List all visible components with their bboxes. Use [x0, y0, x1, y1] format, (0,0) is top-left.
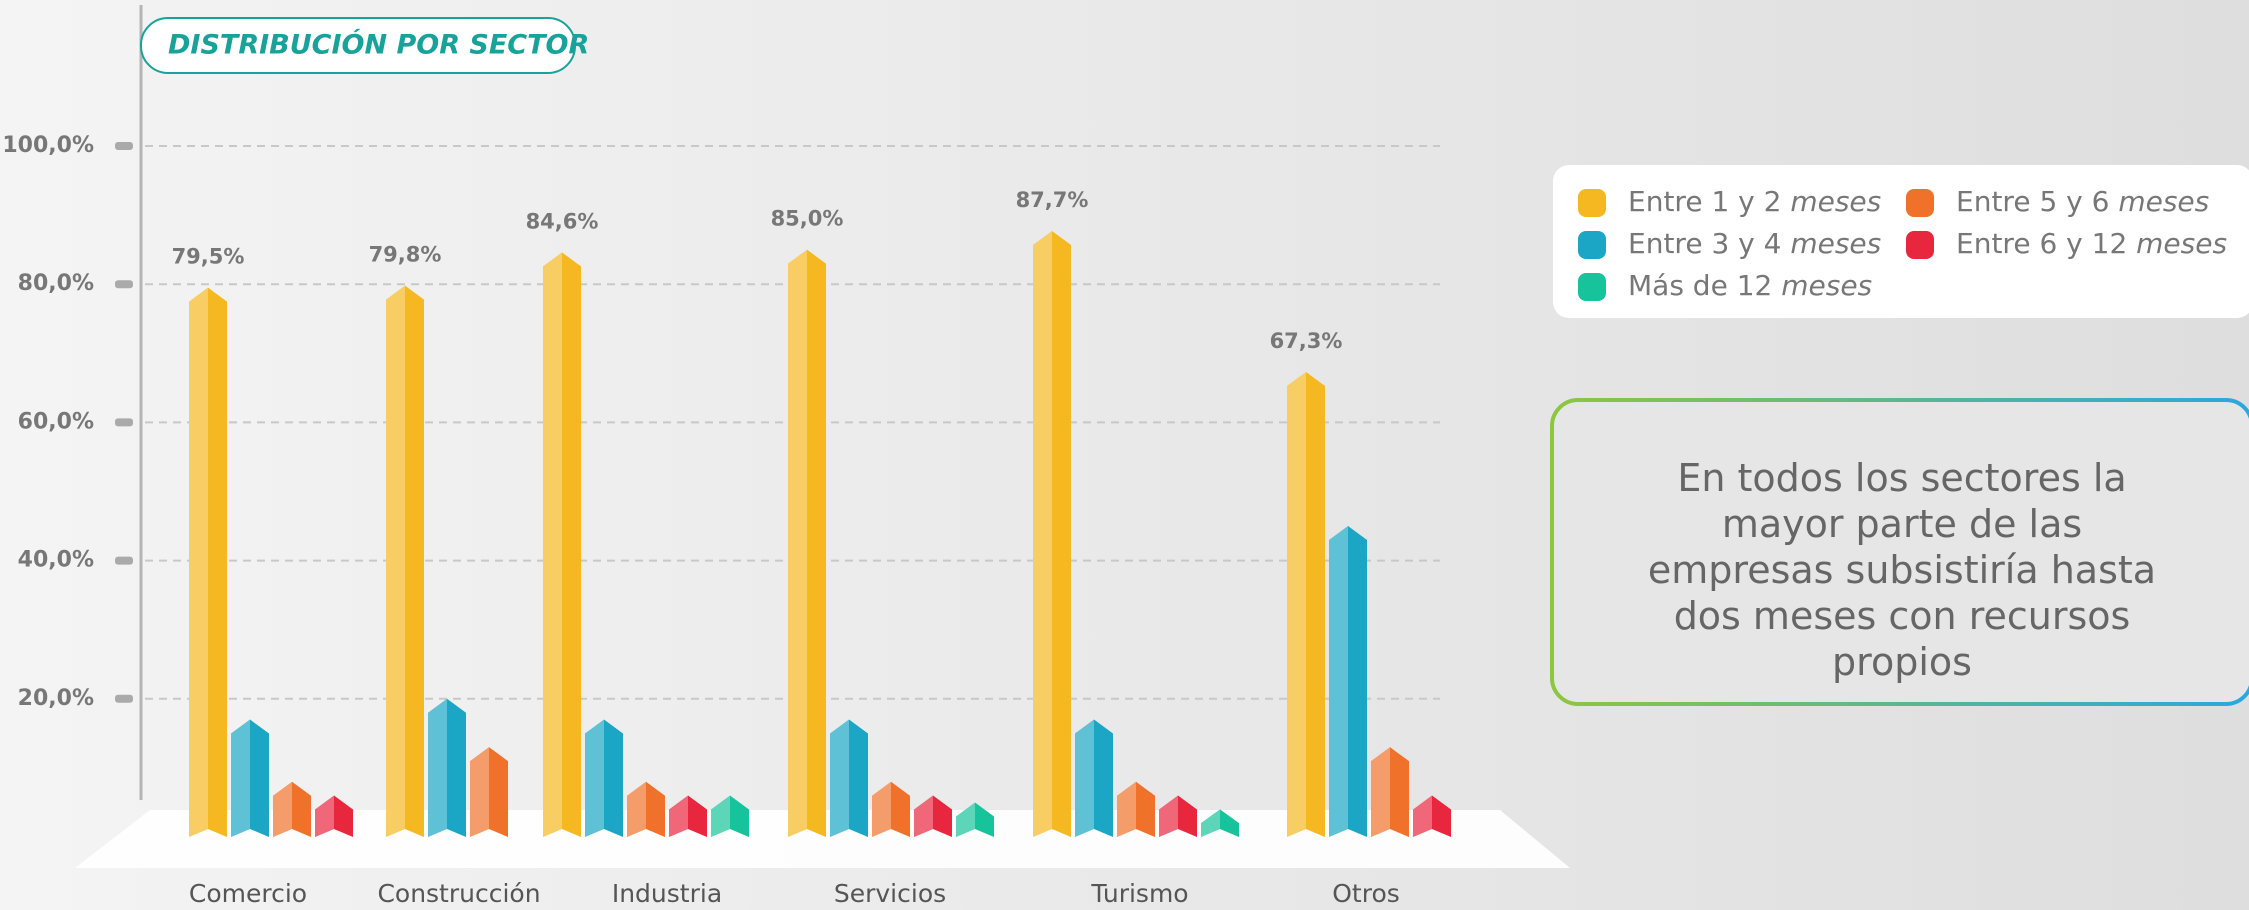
- bar: [1033, 230, 1071, 838]
- value-label: 84,6%: [526, 209, 599, 233]
- legend-swatch: [1578, 189, 1606, 217]
- bar-highlight: [1329, 526, 1348, 837]
- y-tick-mark: [115, 694, 133, 703]
- y-tick-label: 40,0%: [18, 548, 94, 573]
- bar: [830, 719, 868, 837]
- bar-highlight: [914, 795, 933, 837]
- bar-highlight: [788, 249, 807, 837]
- legend-label: Entre 5 y 6 meses: [1956, 185, 2209, 218]
- bar: [1371, 747, 1409, 837]
- value-label: 87,7%: [1016, 188, 1089, 212]
- bar-highlight: [543, 252, 562, 837]
- y-tick-label: 20,0%: [18, 686, 94, 711]
- x-tick-label: Servicios: [834, 879, 946, 908]
- bar: [189, 287, 227, 837]
- bar: [315, 795, 353, 837]
- legend-swatch: [1578, 273, 1606, 301]
- value-label: 85,0%: [771, 207, 844, 231]
- bar-highlight: [627, 781, 646, 837]
- bar-highlight: [956, 802, 975, 837]
- bar-highlight: [273, 781, 292, 837]
- y-tick-label: 100,0%: [2, 133, 94, 158]
- bar: [585, 719, 623, 837]
- bar-highlight: [189, 287, 208, 837]
- bar: [711, 795, 749, 837]
- bar: [1329, 526, 1367, 837]
- annotation-box: [1550, 398, 2249, 706]
- legend-swatch: [1906, 189, 1934, 217]
- legend-swatch: [1578, 231, 1606, 259]
- bar: [1413, 795, 1451, 837]
- bar-highlight: [1033, 230, 1052, 838]
- y-tick-mark: [115, 280, 133, 289]
- bar-highlight: [711, 795, 730, 837]
- bar: [273, 781, 311, 837]
- bar: [627, 781, 665, 837]
- y-tick-label: 60,0%: [18, 409, 94, 434]
- legend: [1553, 165, 2249, 318]
- bar-highlight: [585, 719, 604, 837]
- x-tick-label: Industria: [612, 879, 722, 908]
- y-tick-mark: [115, 556, 133, 565]
- bar: [1287, 371, 1325, 837]
- bar-highlight: [315, 795, 334, 837]
- bar-highlight: [1159, 795, 1178, 837]
- title-pill: [140, 17, 576, 74]
- chart-title: DISTRIBUCIÓN POR SECTOR: [168, 29, 589, 61]
- bar-highlight: [1117, 781, 1136, 837]
- bar-highlight: [872, 781, 891, 837]
- legend-label: Entre 6 y 12 meses: [1956, 227, 2227, 260]
- bar-highlight: [470, 747, 489, 837]
- bar: [788, 249, 826, 837]
- bar-highlight: [669, 795, 688, 837]
- bar-highlight: [1413, 795, 1432, 837]
- bar-highlight: [386, 285, 405, 837]
- legend-swatch: [1906, 231, 1934, 259]
- bar-highlight: [1201, 809, 1220, 837]
- bar: [1159, 795, 1197, 837]
- legend-label: Entre 3 y 4 meses: [1628, 227, 1881, 260]
- bar: [872, 781, 910, 837]
- bar: [386, 285, 424, 837]
- legend-label: Más de 12 meses: [1628, 269, 1872, 302]
- bar-highlight: [830, 719, 849, 837]
- bar: [231, 719, 269, 837]
- x-tick-label: Construcción: [377, 879, 540, 908]
- bar: [956, 802, 994, 837]
- value-label: 67,3%: [1270, 329, 1343, 353]
- bar: [914, 795, 952, 837]
- bar-highlight: [1371, 747, 1390, 837]
- bar-highlight: [428, 698, 447, 837]
- legend-label: Entre 1 y 2 meses: [1628, 185, 1881, 218]
- y-tick-label: 80,0%: [18, 271, 94, 296]
- x-tick-label: Comercio: [189, 879, 307, 908]
- bar-highlight: [231, 719, 250, 837]
- bar-highlight: [1075, 719, 1094, 837]
- value-label: 79,5%: [172, 245, 245, 269]
- y-tick-mark: [115, 418, 133, 427]
- bar-highlight: [1287, 371, 1306, 837]
- bar: [669, 795, 707, 837]
- bar: [470, 747, 508, 837]
- bar: [1201, 809, 1239, 837]
- bar: [428, 698, 466, 837]
- x-tick-label: Otros: [1332, 879, 1400, 908]
- bar: [1117, 781, 1155, 837]
- x-tick-label: Turismo: [1090, 879, 1188, 908]
- annotation: En todos los sectores la mayor parte de l…: [1648, 456, 2156, 684]
- bar: [1075, 719, 1113, 837]
- y-tick-mark: [115, 142, 133, 150]
- value-label: 79,8%: [369, 243, 442, 267]
- bar: [543, 252, 581, 837]
